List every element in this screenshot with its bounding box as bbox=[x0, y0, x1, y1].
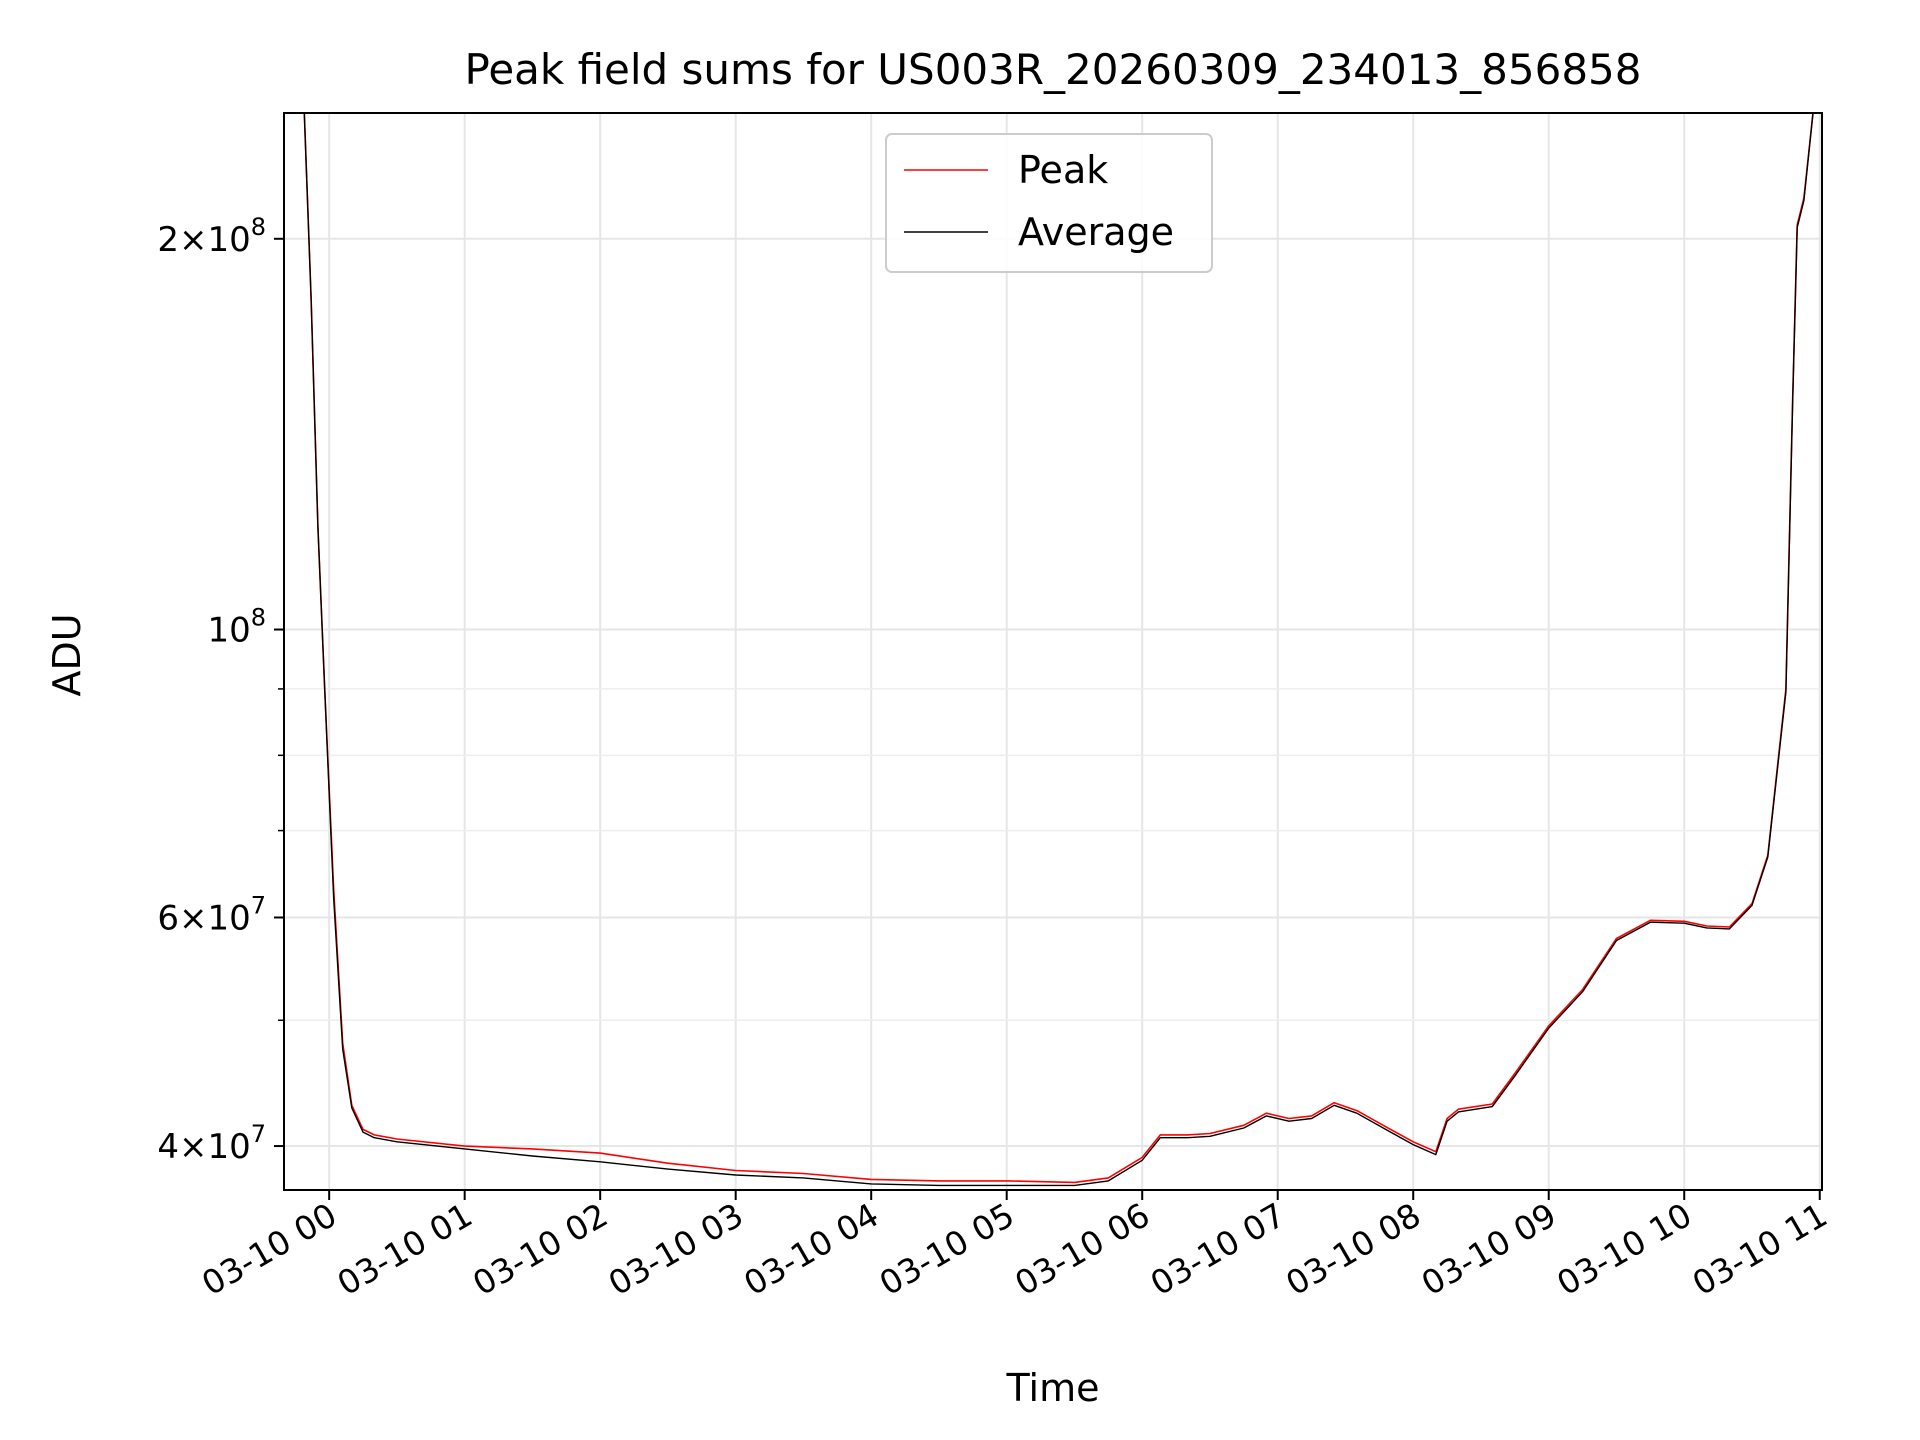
chart-title: Peak field sums for US003R_20260309_2340… bbox=[465, 45, 1642, 94]
y-tick-exponent: 7 bbox=[251, 891, 266, 919]
legend: Peak Average bbox=[885, 133, 1213, 273]
y-tick-times: ×10 bbox=[179, 220, 251, 260]
legend-frame bbox=[885, 133, 1213, 273]
series-layer bbox=[303, 113, 1814, 1187]
y-tick-times: ×10 bbox=[179, 898, 251, 938]
y-tick-label: 4×107 bbox=[157, 1120, 266, 1167]
x-axis-label: Time bbox=[1006, 1366, 1100, 1410]
series-line-peak bbox=[303, 113, 1814, 1184]
y-tick-base: 10 bbox=[207, 611, 250, 651]
y-axis-label: ADU bbox=[45, 613, 89, 696]
series-line-average bbox=[303, 113, 1814, 1187]
legend-label-average: Average bbox=[1018, 210, 1174, 254]
y-tick-mantissa: 2 bbox=[157, 220, 179, 260]
plot-frame bbox=[283, 112, 1823, 1191]
y-tick-times: ×10 bbox=[179, 1127, 251, 1167]
y-tick-exponent: 7 bbox=[251, 1120, 266, 1148]
y-tick-exponent: 8 bbox=[251, 213, 266, 241]
y-tick-label: 108 bbox=[207, 604, 266, 651]
y-tick-exponent: 8 bbox=[251, 604, 266, 632]
legend-label-peak: Peak bbox=[1018, 148, 1108, 192]
y-tick-mantissa: 4 bbox=[157, 1127, 179, 1167]
y-tick-mantissa: 6 bbox=[157, 898, 179, 938]
grid bbox=[284, 113, 1822, 1190]
y-tick-label: 6×107 bbox=[157, 891, 266, 938]
y-tick-label: 2×108 bbox=[157, 213, 266, 260]
